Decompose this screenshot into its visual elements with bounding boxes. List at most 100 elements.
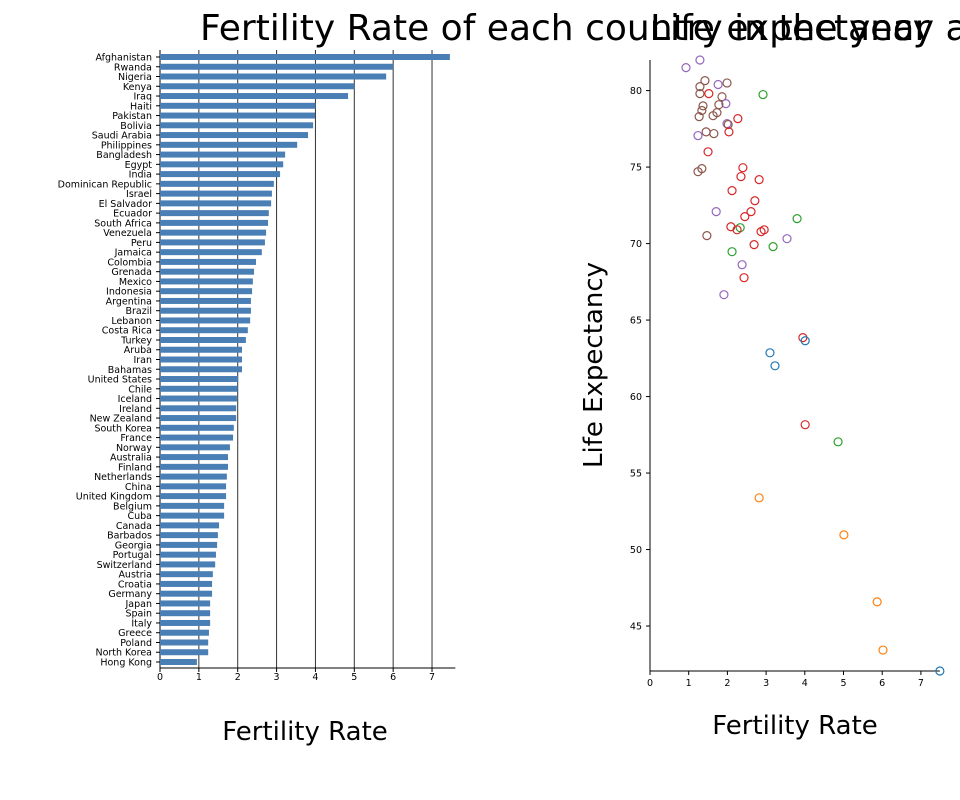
- y-tick-label: Poland: [120, 638, 152, 649]
- point: [756, 227, 766, 237]
- point: [703, 147, 713, 157]
- point: [727, 247, 737, 257]
- y-tick-label: Chile: [128, 384, 152, 395]
- y-tick-label: 80: [630, 86, 642, 97]
- point: [709, 128, 719, 139]
- y-tick-label: New Zealand: [90, 414, 152, 425]
- y-tick-label: Lebanon: [111, 316, 152, 327]
- point: [740, 212, 750, 222]
- bar: [160, 288, 253, 295]
- point: [698, 101, 708, 111]
- y-tick-label: 55: [630, 469, 642, 480]
- x-tick-label: 1: [686, 678, 692, 689]
- point: [695, 55, 705, 65]
- point: [878, 645, 888, 655]
- y-tick-label: Iran: [133, 355, 152, 366]
- x-tick-label: 3: [274, 672, 280, 683]
- y-tick-label: Bahamas: [108, 365, 152, 376]
- y-tick-label: Finland: [118, 462, 152, 473]
- x-tick-label: 6: [390, 672, 396, 683]
- bar: [160, 629, 209, 636]
- bar: [160, 405, 237, 412]
- y-tick-label: Italy: [131, 618, 152, 629]
- y-tick-label: Haiti: [130, 101, 152, 112]
- y-tick-label: Philippines: [101, 140, 152, 151]
- y-tick-label: Bolivia: [120, 121, 152, 132]
- y-tick-label: Afghanistan: [95, 53, 152, 64]
- bar: [160, 268, 255, 275]
- y-tick-label: Hong Kong: [100, 658, 152, 669]
- y-tick-label: India: [129, 170, 152, 181]
- y-tick-label: 70: [630, 239, 642, 250]
- point: [935, 666, 945, 676]
- y-tick-label: Venezuela: [103, 228, 152, 239]
- bar: [160, 590, 213, 597]
- bar: [160, 54, 450, 60]
- bar: [160, 649, 209, 656]
- point: [758, 89, 768, 100]
- point: [719, 290, 729, 300]
- point: [700, 76, 710, 86]
- y-tick-label: Australia: [110, 453, 152, 464]
- point: [697, 105, 707, 116]
- bar: [160, 454, 229, 461]
- bar: [160, 600, 211, 607]
- y-tick-label: Brazil: [125, 306, 152, 317]
- bar: [160, 229, 267, 236]
- bar: [160, 483, 227, 490]
- y-tick-label: Spain: [125, 609, 152, 620]
- bar: [160, 112, 316, 119]
- point: [765, 348, 775, 358]
- y-tick-label: North Korea: [95, 648, 152, 659]
- y-tick-label: Austria: [118, 570, 152, 581]
- bar: [160, 463, 229, 470]
- y-tick-label: Bangladesh: [96, 150, 152, 161]
- bar: [160, 297, 251, 304]
- bar: [160, 395, 237, 402]
- bar: [160, 258, 256, 265]
- y-tick-label: Norway: [116, 443, 152, 454]
- point: [723, 119, 733, 130]
- y-tick-label: Portugal: [113, 550, 152, 561]
- point: [792, 214, 802, 224]
- point: [711, 207, 721, 217]
- bar: [160, 415, 237, 422]
- x-tick-label: 2: [724, 678, 730, 689]
- bar: [160, 132, 309, 139]
- point: [717, 92, 727, 102]
- y-tick-label: Aruba: [124, 345, 152, 356]
- point: [833, 437, 843, 447]
- bar: [160, 659, 197, 665]
- bar: [160, 336, 246, 343]
- point: [800, 336, 810, 346]
- bar: [160, 151, 286, 158]
- x-tick-label: 4: [312, 672, 318, 683]
- bar: [160, 73, 387, 80]
- point: [770, 361, 780, 371]
- bar: [160, 327, 248, 334]
- y-tick-label: Pakistan: [112, 111, 152, 122]
- bar: [160, 249, 262, 256]
- y-tick-label: Japan: [125, 599, 153, 610]
- point: [750, 196, 760, 206]
- bar: [160, 190, 272, 197]
- bar: [160, 219, 269, 226]
- bar: [160, 278, 253, 285]
- bar: [160, 561, 216, 568]
- bar: [160, 63, 394, 70]
- point: [727, 186, 737, 196]
- bar: [160, 356, 242, 363]
- bar: [160, 141, 298, 148]
- point: [800, 420, 810, 430]
- bar: [160, 610, 211, 617]
- bar: [160, 93, 349, 100]
- point: [693, 167, 703, 177]
- x-tick-label: 0: [157, 672, 163, 683]
- point: [722, 119, 732, 129]
- x-tick-label: 1: [196, 672, 202, 683]
- point: [694, 112, 704, 122]
- point: [695, 82, 705, 92]
- bar: [160, 161, 284, 168]
- y-tick-label: Colombia: [107, 257, 152, 268]
